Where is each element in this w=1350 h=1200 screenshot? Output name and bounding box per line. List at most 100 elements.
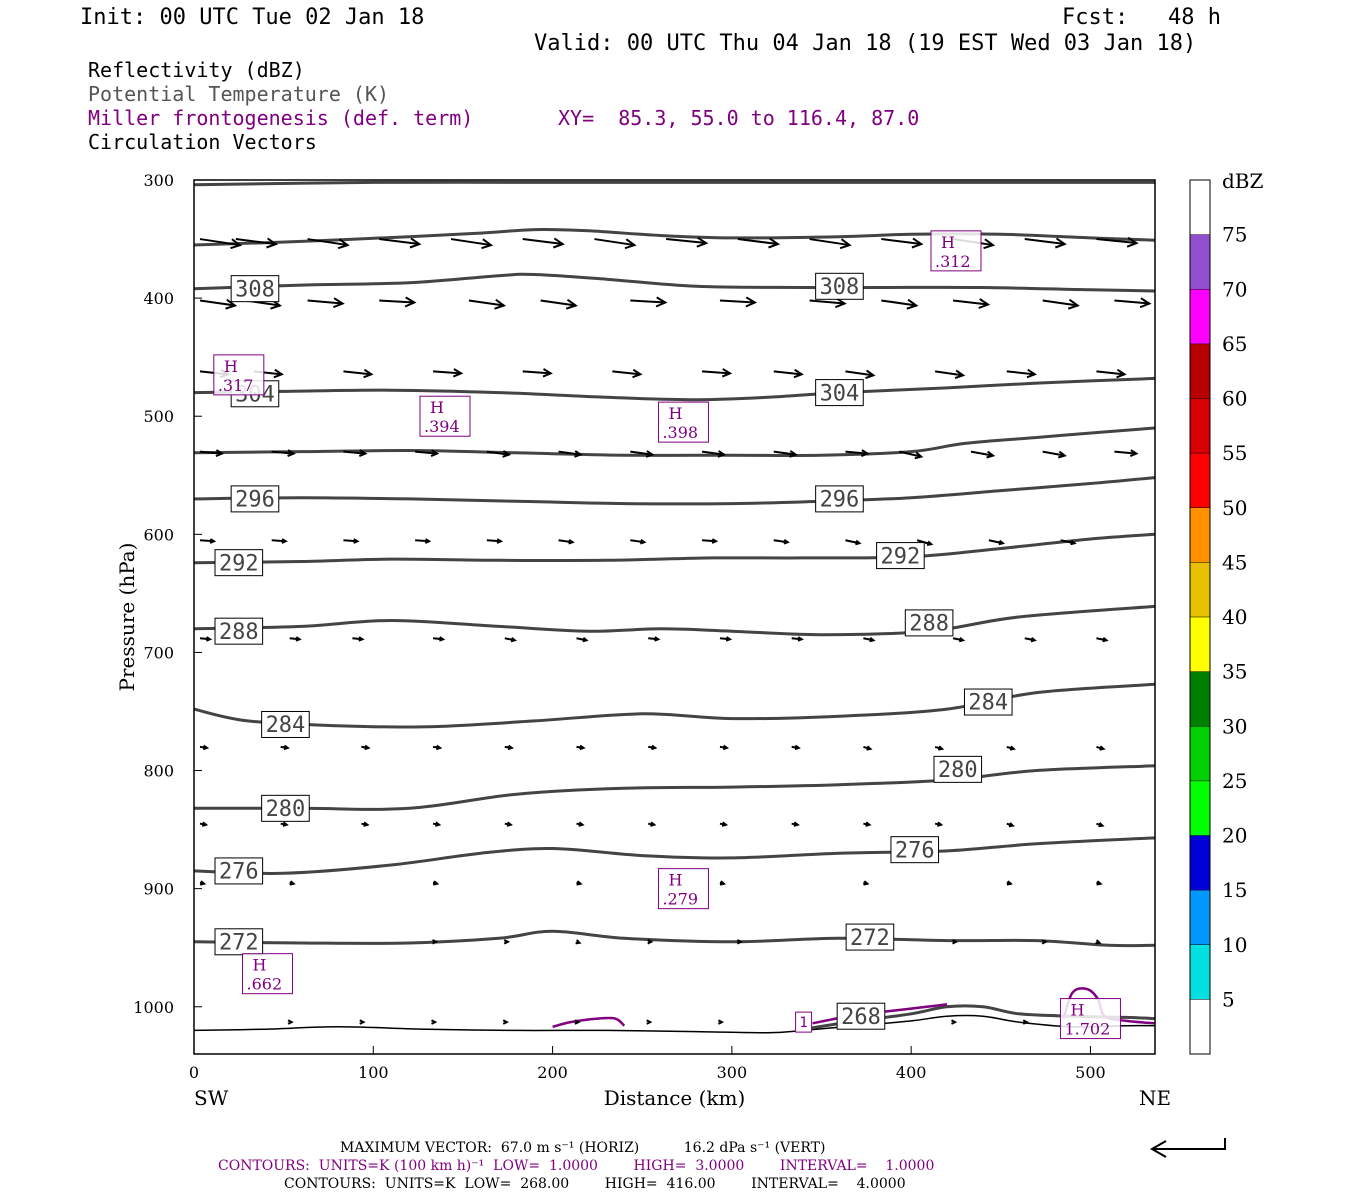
- vector-head: [1102, 637, 1109, 643]
- vector-head: [863, 880, 870, 886]
- circulation-vector-0-8: [737, 237, 781, 249]
- vector-shaft: [1114, 450, 1137, 455]
- colorbar-label-30: 30: [1222, 714, 1247, 738]
- vector-head: [424, 538, 432, 544]
- theta-label-280-1-box: [933, 755, 983, 783]
- theta-label-288-1-box: [904, 609, 954, 637]
- vector-head: [983, 238, 996, 250]
- vector-head: [1099, 745, 1106, 751]
- vector-head: [1116, 368, 1127, 379]
- plot-frame: [193, 179, 1156, 1055]
- vector-head: [655, 296, 668, 308]
- circulation-vector-5-7: [719, 636, 733, 642]
- circulation-vector-6-12: [1096, 745, 1106, 751]
- vector-head: [432, 939, 439, 945]
- x-end-label-ne: NE: [1139, 1086, 1171, 1110]
- colorbar-segment-4: [1190, 780, 1210, 836]
- theta-label-308-0: 308: [230, 275, 280, 302]
- vector-head: [1022, 1019, 1029, 1025]
- theta-label-304-1-box: [815, 379, 864, 407]
- circulation-vector-3-3: [415, 449, 440, 458]
- vector-shaft: [540, 299, 576, 307]
- circulation-vector-4-5: [558, 538, 575, 545]
- vector-shaft: [450, 238, 492, 247]
- theta-label-284-0-box: [261, 710, 310, 738]
- theta-label-272-0: 272: [214, 928, 264, 955]
- theta-label-288-1-text: 288: [909, 612, 949, 637]
- circulation-vector-6-7: [719, 744, 730, 751]
- vector-head: [1026, 368, 1037, 379]
- circulation-vector-2-10: [1006, 368, 1037, 379]
- vector-head: [711, 538, 719, 544]
- vector-head: [783, 538, 790, 545]
- circulation-vector-4-11: [988, 539, 1006, 546]
- vector-shaft: [271, 539, 286, 543]
- vector-head: [736, 939, 744, 945]
- circulation-vector-7-9: [863, 821, 872, 827]
- vector-head: [452, 368, 464, 378]
- colorbar-label-70: 70: [1222, 277, 1247, 301]
- circulation-vector-10-1: [359, 1019, 366, 1025]
- theta-contours: [194, 180, 1155, 948]
- theta-label-292-1-box: [876, 542, 925, 570]
- circulation-vector-5-6: [648, 636, 661, 642]
- vector-head: [201, 821, 209, 827]
- vector-head: [568, 538, 575, 545]
- vector-shaft: [199, 238, 241, 247]
- circulation-vector-7-1: [280, 821, 289, 827]
- circulation-vector-5-12: [1096, 637, 1109, 643]
- vector-shaft: [809, 299, 845, 305]
- circulation-vector-6-2: [361, 744, 371, 751]
- vector-head: [624, 238, 637, 250]
- vector-head: [434, 821, 442, 827]
- circulation-vector-7-6: [648, 821, 657, 827]
- colorbar-label-50: 50: [1222, 496, 1247, 520]
- frontogenesis-max-value-6: 1.702: [1064, 1020, 1110, 1039]
- colorbar-segment-6: [1190, 671, 1210, 727]
- colorbar-segment-0: [1190, 999, 1210, 1054]
- vector-shaft: [343, 450, 366, 455]
- vector-shaft: [809, 238, 850, 247]
- frontogenesis-max-box-2: [657, 401, 709, 443]
- circulation-vector-4-1: [271, 538, 288, 544]
- vector-head: [654, 636, 661, 642]
- frontogenesis-max-letter-3: H: [941, 233, 955, 252]
- theta-label-284-1-text: 284: [968, 691, 1008, 716]
- frontogenesis-max-letter-1: H: [430, 398, 444, 417]
- circulation-vector-3-7: [701, 450, 727, 458]
- vector-shaft: [701, 539, 717, 543]
- vector-head: [1129, 449, 1139, 458]
- init-time: Init: 00 UTC Tue 02 Jan 18: [80, 5, 425, 30]
- circulation-vector-3-1: [271, 449, 296, 458]
- vector-head: [639, 538, 647, 545]
- vector-head: [431, 1019, 438, 1025]
- vector-head: [363, 368, 374, 379]
- theta-contour-292: [194, 532, 1155, 565]
- theta-contour-308: [194, 272, 1155, 293]
- frontogenesis-contour-0: [552, 1016, 626, 1029]
- colorbar-segment-14: [1190, 234, 1210, 290]
- y-tick-label-1000: 1000: [133, 998, 174, 1017]
- circulation-vector-4-8: [773, 538, 790, 545]
- colorbar-label-20: 20: [1222, 824, 1247, 848]
- circulation-vector-3-0: [199, 449, 225, 458]
- vector-shaft: [271, 450, 294, 455]
- frontogenesis-contour-label-text: 1: [799, 1015, 807, 1031]
- vector-head: [952, 939, 959, 945]
- vector-shaft: [486, 539, 501, 543]
- vector-head: [951, 1019, 958, 1025]
- vector-head: [906, 298, 919, 310]
- circulation-vector-1-2: [307, 297, 345, 309]
- max-vector-note: MAXIMUM VECTOR: 67.0 m s⁻¹ (HORIZ) 16.2 …: [340, 1140, 826, 1156]
- frontogenesis-contour-label-box: [795, 1011, 813, 1033]
- circulation-vector-6-4: [504, 744, 514, 751]
- vector-shaft: [1006, 370, 1035, 376]
- vector-head: [632, 368, 643, 379]
- theta-contour-300: [194, 426, 1155, 457]
- valid-time: Valid: 00 UTC Thu 04 Jan 18 (19 EST Wed …: [534, 31, 1197, 56]
- theta-label-284-0-text: 284: [266, 713, 306, 738]
- vector-shaft: [343, 539, 358, 543]
- vector-shaft: [845, 450, 868, 455]
- circulation-vector-1-7: [719, 296, 758, 308]
- frontogenesis-max-value-0: .317: [218, 376, 254, 395]
